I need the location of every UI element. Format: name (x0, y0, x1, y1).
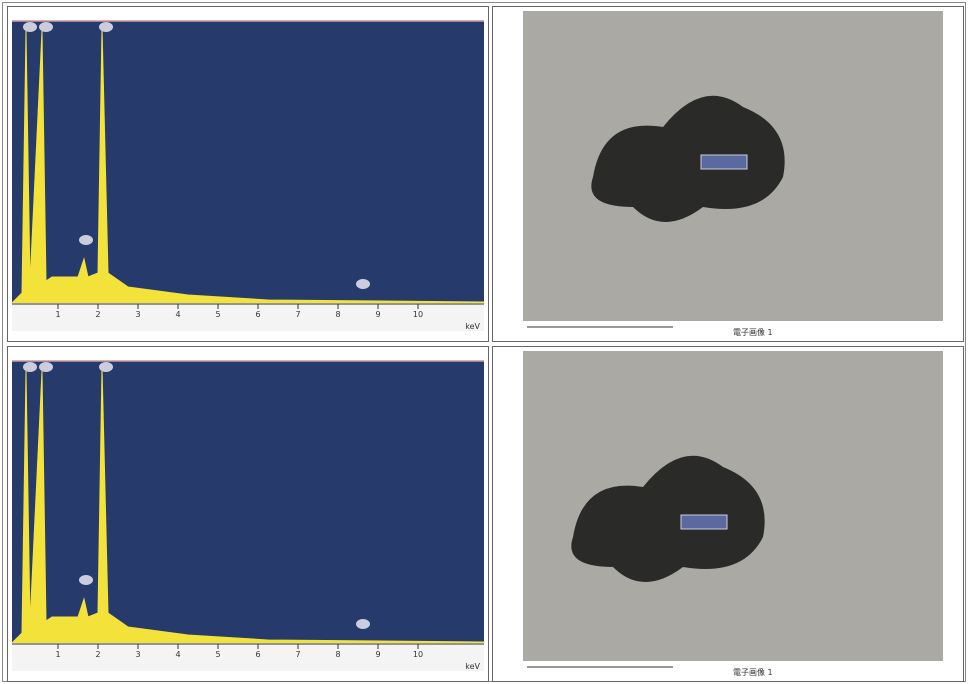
tick-label: 6 (255, 310, 260, 319)
tick-label: 1 (55, 310, 60, 319)
peak-marker (39, 362, 53, 372)
peak-marker (23, 362, 37, 372)
tick-label: 8 (335, 650, 340, 659)
sem-image: 電子画像 1 (523, 351, 943, 679)
peak-marker (356, 279, 370, 289)
image-caption: 電子画像 1 (733, 667, 773, 677)
peak-marker (23, 22, 37, 32)
tick-label: 3 (135, 650, 140, 659)
spectrum-box (680, 514, 728, 530)
spectrum-cell: 1 2 3 4 5 6 7 8 9 10 keV (7, 6, 489, 342)
image-cell: 電子画像 1 (492, 6, 964, 342)
tick-label: 7 (295, 310, 300, 319)
peak-marker (99, 22, 113, 32)
caption-strip (523, 321, 943, 339)
tick-label: 5 (215, 310, 220, 319)
axis-strip (12, 303, 484, 331)
axis-strip (12, 643, 484, 671)
spectrum-curve (10, 366, 485, 644)
particle (571, 455, 765, 582)
tick-label: 4 (175, 310, 180, 319)
tick-label: 6 (255, 650, 260, 659)
tick-label: 2 (95, 310, 100, 319)
spectrum-background (12, 21, 484, 303)
unit-label: keV (465, 322, 480, 331)
tick-label: 8 (335, 310, 340, 319)
tick-label: 5 (215, 650, 220, 659)
spectrum: 1 2 3 4 5 6 7 8 9 10 keV (10, 20, 485, 331)
tick-label: 10 (413, 650, 423, 659)
spectrum-curve (10, 26, 485, 304)
peak-marker (79, 575, 93, 585)
caption-strip (523, 661, 943, 679)
particle (591, 95, 785, 222)
tick-label: 7 (295, 650, 300, 659)
unit-label: keV (465, 662, 480, 671)
peak-marker (39, 22, 53, 32)
spectrum-box (700, 154, 748, 170)
tick-label: 10 (413, 310, 423, 319)
spectrum-background (12, 361, 484, 643)
image-caption: 電子画像 1 (733, 327, 773, 337)
spectrum-cell: 1 2 3 4 5 6 7 8 9 10 keV (7, 346, 489, 682)
spectrum: 1 2 3 4 5 6 7 8 9 10 keV (10, 360, 485, 671)
peak-marker (79, 235, 93, 245)
peak-marker (99, 362, 113, 372)
tick-label: 1 (55, 650, 60, 659)
tick-label: 4 (175, 650, 180, 659)
tick-label: 2 (95, 650, 100, 659)
tick-label: 9 (375, 310, 380, 319)
sem-image: 電子画像 1 (523, 11, 943, 339)
peak-marker (356, 619, 370, 629)
tick-label: 9 (375, 650, 380, 659)
image-cell: 電子画像 1 (492, 346, 964, 682)
tick-label: 3 (135, 310, 140, 319)
